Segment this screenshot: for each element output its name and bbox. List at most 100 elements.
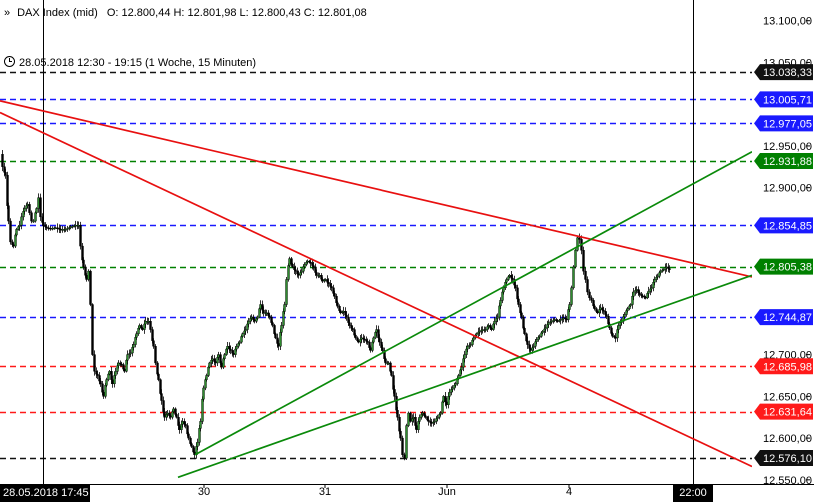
price-candle — [85, 275, 88, 280]
price-candle — [405, 425, 408, 459]
price-candle — [45, 226, 48, 229]
price-candle — [348, 322, 351, 326]
level-value-label: 12.805,38 — [763, 262, 812, 274]
price-candle — [441, 401, 444, 414]
price-candle — [91, 304, 94, 355]
price-candle — [93, 354, 96, 372]
price-candle — [556, 320, 559, 322]
price-candle — [629, 304, 632, 307]
price-candle — [407, 412, 410, 426]
price-candle — [472, 337, 475, 341]
price-candle — [274, 333, 277, 339]
price-candle — [508, 275, 511, 277]
price-candle — [202, 387, 205, 400]
price-candle — [79, 225, 82, 247]
price-candle — [144, 321, 147, 325]
price-candle — [87, 270, 90, 280]
price-candle — [208, 362, 211, 368]
price-candle — [644, 297, 647, 299]
price-candle — [562, 317, 565, 320]
level-value-badge — [754, 309, 813, 326]
price-candle — [656, 275, 659, 278]
price-candle — [262, 309, 265, 314]
price-candle — [517, 298, 520, 305]
price-candle — [351, 327, 354, 330]
price-candle — [617, 325, 620, 330]
price-candle — [229, 348, 232, 351]
price-candle — [502, 287, 505, 293]
crosshair-date-badge — [0, 484, 90, 502]
price-candle — [190, 443, 193, 447]
price-candle — [26, 204, 29, 206]
price-candle — [306, 260, 309, 263]
price-candle — [201, 398, 204, 422]
price-candle — [668, 268, 671, 270]
price-candle — [141, 327, 144, 330]
price-candle — [442, 396, 445, 403]
price-candle — [175, 414, 178, 418]
price-candle — [475, 333, 478, 336]
price-candle — [117, 362, 120, 366]
price-candle — [114, 371, 117, 376]
instrument-name: DAX Index (mid) — [17, 7, 98, 19]
price-candle — [490, 327, 493, 330]
price-candle — [433, 421, 436, 423]
price-candle — [427, 419, 430, 422]
level-value-label: 12.977,05 — [763, 118, 812, 130]
price-candle — [51, 228, 54, 230]
price-candle — [541, 331, 544, 334]
price-candle — [89, 270, 92, 305]
price-candle — [511, 277, 514, 280]
price-candle — [487, 325, 490, 327]
price-candle — [15, 229, 18, 236]
price-candle — [499, 300, 502, 307]
price-candle — [363, 338, 366, 341]
price-candle — [172, 408, 175, 412]
y-tick-label: 12.650,00 — [763, 391, 812, 403]
price-candle — [387, 362, 390, 365]
price-candle — [327, 282, 330, 284]
price-candle — [653, 279, 656, 283]
price-candle — [647, 290, 650, 294]
price-candle — [384, 358, 387, 364]
price-candle — [59, 228, 62, 231]
price-candle — [415, 425, 418, 430]
price-candle — [574, 250, 577, 268]
price-candle — [42, 222, 45, 226]
x-tick-label: 31 — [319, 486, 331, 498]
price-candle — [632, 291, 635, 297]
price-candle — [250, 316, 253, 319]
price-candle — [635, 289, 638, 291]
price-candle — [244, 329, 247, 332]
price-axis-background — [752, 0, 814, 484]
price-candle — [294, 269, 297, 272]
price-candle — [303, 264, 306, 267]
y-tick-label: 12.600,00 — [763, 433, 812, 445]
collapse-chevron-icon[interactable]: » — [4, 7, 11, 19]
price-candle — [6, 174, 9, 206]
price-candle — [572, 266, 575, 289]
price-candle — [108, 371, 111, 375]
price-candle — [493, 321, 496, 325]
level-value-label: 12.854,85 — [763, 220, 812, 232]
price-candle — [466, 346, 469, 350]
price-candle — [120, 363, 123, 366]
price-candle — [484, 329, 487, 331]
price-candle — [199, 421, 202, 429]
price-candle — [553, 319, 556, 321]
price-candle — [599, 307, 602, 310]
price-candle — [318, 275, 321, 277]
price-candle — [291, 263, 294, 268]
price-candle — [559, 319, 562, 321]
price-candle — [520, 312, 523, 318]
price-candle — [586, 279, 589, 293]
price-candle — [271, 322, 274, 326]
price-candle — [578, 237, 581, 240]
price-candle — [77, 225, 80, 227]
price-candle — [381, 347, 384, 351]
price-candle — [64, 229, 67, 231]
price-candle — [39, 197, 42, 218]
